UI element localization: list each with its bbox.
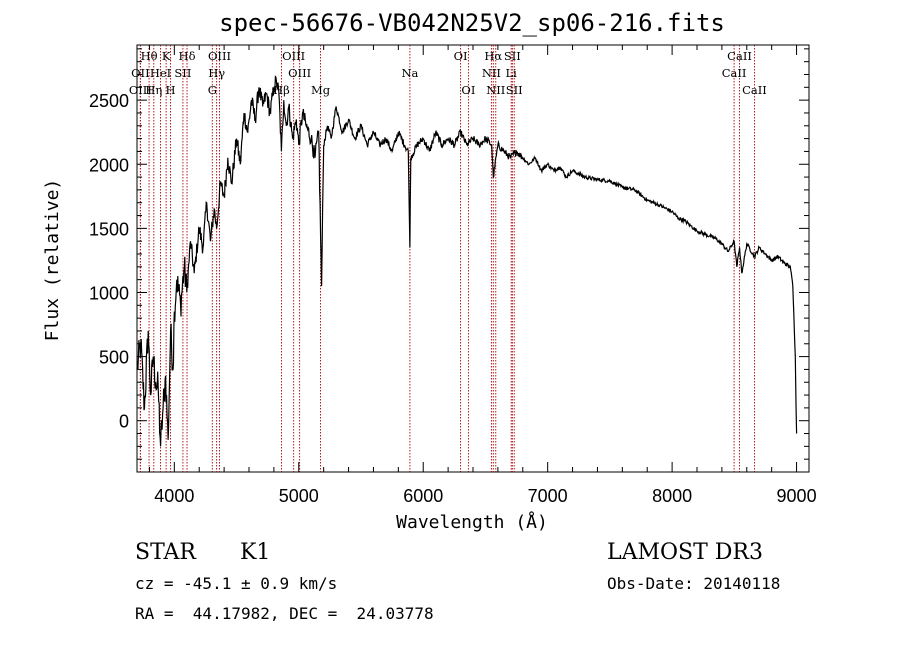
spectral-line-label: H [165,83,175,97]
spectral-line-label: Hα [484,49,502,63]
spectral-line-label: HeI [150,66,171,80]
spectral-line-label: K [162,49,171,63]
spectral-line-label: SII [506,83,523,97]
spectral-line-label: G [208,83,217,97]
y-tick-label: 500 [99,348,129,368]
y-tick-label: 1500 [89,219,129,239]
y-tick-label: 2000 [89,155,129,175]
spectrum-line [136,75,798,447]
spectral-line-label: Hγ [208,66,225,80]
spectral-line-label: Na [401,66,418,80]
spectral-line-label: SII [504,49,521,63]
x-tick-label: 5000 [279,486,319,506]
coordinates: RA = 44.17982, DEC = 24.03778 [135,604,434,623]
spectral-line-label: CaII [742,83,767,97]
y-axis-label: Flux (relative) [42,179,63,342]
spectral-line-label: NII [482,66,501,80]
spectral-line-label: OII [131,66,150,80]
spectral-line-label: Hβ [273,83,290,97]
spectral-line-label: OI [461,83,475,97]
spectral-line-label: OIII [288,66,311,80]
spectral-line-label: SII [174,66,191,80]
x-axis-label: Wavelength (Å) [396,511,548,533]
axis-ticks: 4000 5000 6000 7000 8000 9000 0 500 1000 1500 2000… [89,45,817,506]
spectral-line-label: Hθ [141,49,158,63]
spectral-line-label: OIII [282,49,305,63]
spectral-line-label: OIII [129,83,152,97]
spectral-line-label: Li [506,66,518,80]
spectral-line-label: OIII [208,49,231,63]
x-tick-label: 7000 [528,486,568,506]
y-tick-label: 2500 [89,91,129,111]
obs-date: Obs-Date: 20140118 [607,574,781,593]
y-tick-label: 0 [119,412,129,432]
x-tick-label: 6000 [403,486,443,506]
spectral-line-label: Hδ [179,49,196,63]
x-tick-label: 8000 [652,486,692,506]
redshift-value: cz = -45.1 ± 0.9 km/s [135,574,338,593]
plot-frame [136,44,810,473]
x-tick-label: 4000 [154,486,194,506]
spectral-line-labels: Hθ OII OIII K HeI Hη H SII Hδ OIII Hγ G OIII OIII Hβ Mg… [129,49,767,97]
spectral-line-label: CaII [722,66,747,80]
spectral-line-markers [139,45,755,472]
survey-name: LAMOST DR3 [607,540,763,565]
object-class: STAR [135,540,196,565]
spectral-line-label: NII [486,83,505,97]
spectral-line-label: Mg [311,83,331,97]
y-tick-label: 1000 [89,283,129,303]
spectral-line-label: Hη [145,83,162,97]
spectral-line-label: OI [454,49,468,63]
object-subclass: K1 [240,540,271,565]
chart-title: spec-56676-VB042N25V2_sp06-216.fits [219,9,725,37]
x-tick-label: 9000 [777,486,817,506]
spectral-line-label: CaII [727,49,752,63]
